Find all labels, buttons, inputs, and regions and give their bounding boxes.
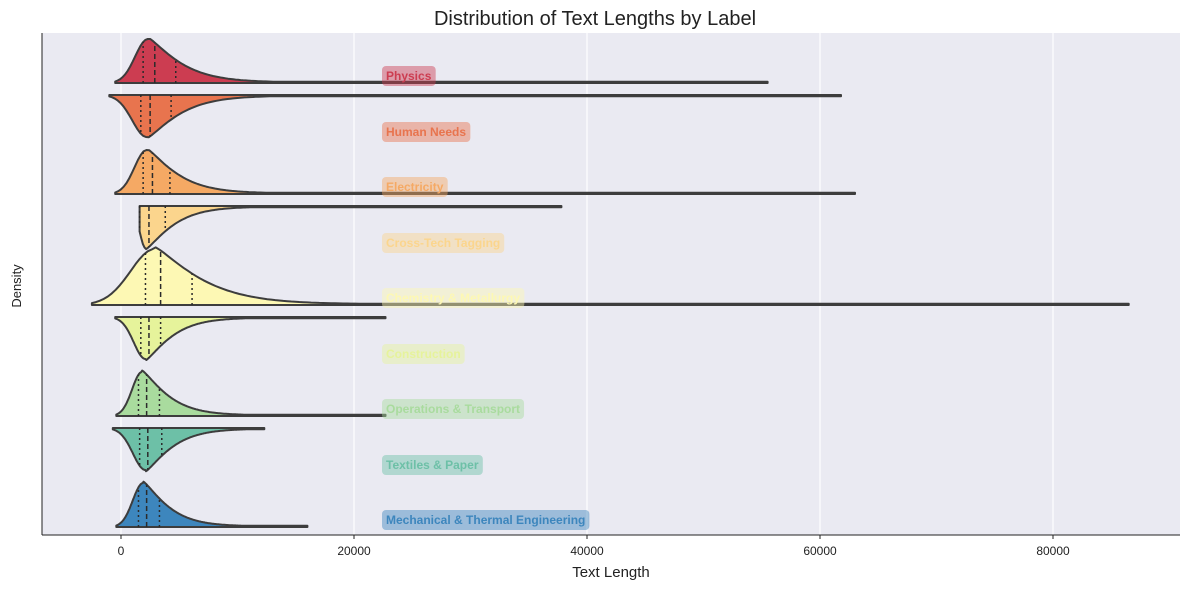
category-label: Operations & Transport bbox=[386, 402, 520, 416]
violin-8 bbox=[115, 480, 309, 528]
x-axis-label: Text Length bbox=[572, 564, 650, 581]
category-label: Cross-Tech Tagging bbox=[386, 236, 500, 250]
violin-0 bbox=[114, 38, 769, 84]
category-label-box bbox=[382, 177, 448, 197]
x-tick-label: 40000 bbox=[570, 544, 604, 558]
violin-7 bbox=[111, 427, 266, 473]
chart-title: Distribution of Text Lengths by Label bbox=[434, 8, 756, 30]
category-label: Human Needs bbox=[386, 125, 466, 139]
category-label-box bbox=[382, 455, 483, 475]
category-label-box bbox=[382, 233, 505, 253]
category-label-box bbox=[382, 344, 465, 364]
x-tick-label: 60000 bbox=[803, 544, 837, 558]
violin-4 bbox=[90, 246, 1130, 306]
category-label: Construction bbox=[386, 347, 461, 361]
violin-5 bbox=[114, 316, 387, 361]
violin-3 bbox=[138, 205, 563, 251]
category-label-box bbox=[382, 288, 525, 308]
violins-layer bbox=[90, 38, 1130, 528]
violin-6 bbox=[115, 369, 387, 417]
category-label: Mechanical & Thermal Engineering bbox=[386, 513, 585, 527]
x-tick-label: 80000 bbox=[1036, 544, 1070, 558]
category-label: Physics bbox=[386, 69, 432, 83]
violin-1 bbox=[108, 94, 842, 139]
plot-area bbox=[42, 33, 1180, 535]
category-label: Textiles & Paper bbox=[386, 458, 479, 472]
category-label-box bbox=[382, 122, 471, 142]
x-tick-label: 20000 bbox=[337, 544, 371, 558]
category-label-box bbox=[382, 66, 436, 86]
category-label-box bbox=[382, 399, 525, 419]
category-label-box bbox=[382, 510, 590, 530]
violin-2 bbox=[114, 149, 856, 195]
category-label: Chemistry & Metallurgy bbox=[386, 291, 520, 305]
x-tick-labels: 0 20000 40000 60000 80000 bbox=[118, 535, 1070, 558]
category-labels-layer: Physics Human Needs Electricity Cross-Tech … bbox=[382, 66, 590, 530]
x-tick-label: 0 bbox=[118, 544, 125, 558]
y-axis-label: Density bbox=[9, 264, 24, 308]
category-label: Electricity bbox=[386, 180, 444, 194]
